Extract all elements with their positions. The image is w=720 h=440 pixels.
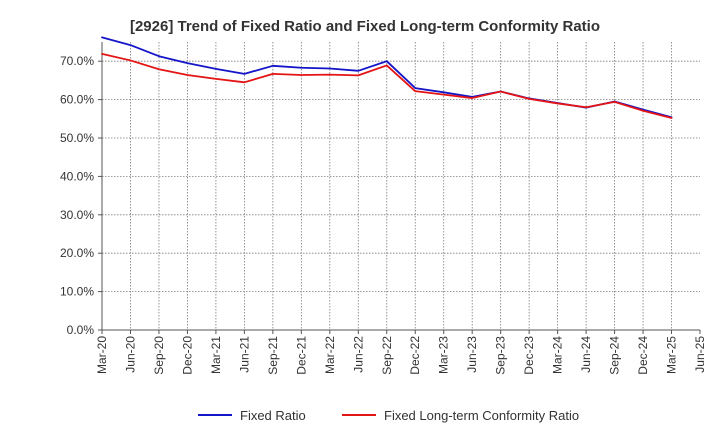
x-tick-label: Dec-22 xyxy=(408,336,422,375)
plot-background xyxy=(102,42,700,330)
legend-item-fixed-ratio: Fixed Ratio xyxy=(198,408,306,423)
x-tick-label: Sep-22 xyxy=(380,336,394,375)
series-line-fixed-long-term-conformity-ratio xyxy=(101,53,673,119)
x-tick-label: Dec-24 xyxy=(636,336,650,375)
y-tick-label: 70.0% xyxy=(60,54,94,68)
x-tick-label: Mar-21 xyxy=(209,336,223,374)
x-tick-label: Dec-20 xyxy=(180,336,194,375)
x-tick-label: Sep-21 xyxy=(266,336,280,375)
y-tick-label: 10.0% xyxy=(60,285,94,299)
x-tick-label: Jun-23 xyxy=(465,336,479,373)
legend: Fixed Ratio Fixed Long-term Conformity Ra… xyxy=(198,408,579,423)
x-tick-label: Mar-25 xyxy=(665,336,679,374)
y-tick-label: 20.0% xyxy=(60,246,94,260)
legend-item-fixed-long-term-conformity-ratio: Fixed Long-term Conformity Ratio xyxy=(342,408,579,423)
y-tick-label: 40.0% xyxy=(60,169,94,183)
x-tick-label: Mar-20 xyxy=(95,336,109,374)
x-tick-label: Mar-24 xyxy=(551,336,565,374)
y-tick-label: 30.0% xyxy=(60,208,94,222)
chart-title: [2926] Trend of Fixed Ratio and Fixed Lo… xyxy=(130,18,600,35)
x-tick-label: Sep-23 xyxy=(494,336,508,375)
x-tick-label: Sep-20 xyxy=(152,336,166,375)
legend-label: Fixed Ratio xyxy=(240,408,306,423)
x-tick-label: Jun-20 xyxy=(123,336,137,373)
x-tick-label: Jun-25 xyxy=(693,336,707,373)
y-tick-label: 60.0% xyxy=(60,93,94,107)
y-tick-label: 50.0% xyxy=(60,131,94,145)
x-tick-label: Jun-22 xyxy=(351,336,365,373)
x-tick-label: Jun-21 xyxy=(237,336,251,373)
x-tick-label: Dec-23 xyxy=(522,336,536,375)
x-tick-label: Dec-21 xyxy=(294,336,308,375)
x-tick-label: Jun-24 xyxy=(579,336,593,373)
plot-area: 0.0% 10.0% 20.0% 30.0% 40.0% 50.0% 60.0% 70.0% M… xyxy=(60,36,707,375)
x-tick-label: Mar-22 xyxy=(323,336,337,374)
x-tick-label: Mar-23 xyxy=(437,336,451,374)
y-tick-label: 0.0% xyxy=(67,323,95,337)
legend-label: Fixed Long-term Conformity Ratio xyxy=(384,408,579,423)
x-tick-label: Sep-24 xyxy=(608,336,622,375)
